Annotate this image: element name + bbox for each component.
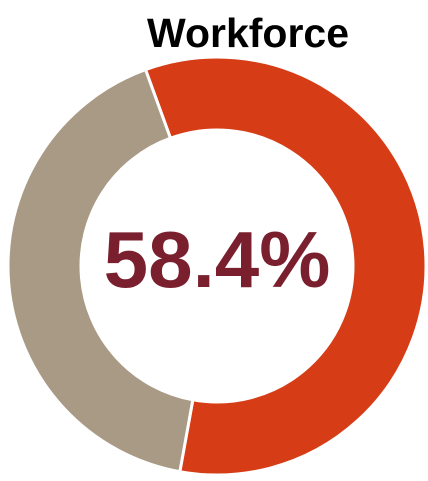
donut-slice-2: [6, 67, 195, 474]
center-percentage-label: 58.4%: [103, 215, 331, 304]
donut-slices: [6, 55, 428, 477]
chart-title: Workforce: [146, 10, 350, 56]
donut-slice-1: [143, 55, 428, 477]
